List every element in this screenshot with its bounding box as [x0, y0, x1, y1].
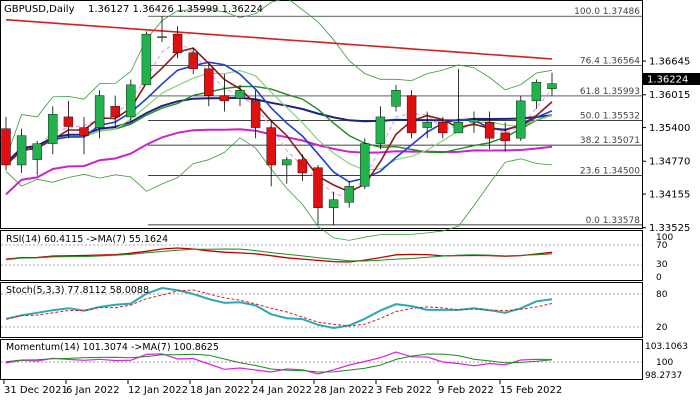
candle-bear	[406, 95, 417, 134]
date-label: 6 Jan 2022	[66, 385, 120, 396]
candle-bull	[422, 122, 432, 128]
ma-magenta	[5, 128, 553, 196]
stoch-title: Stoch(5,3,3) 77.8112 58.0088	[6, 285, 149, 296]
stoch-lines	[1, 286, 642, 330]
ma-red	[5, 18, 553, 60]
momentum-level-100: 100	[656, 358, 673, 368]
candle-bear	[266, 127, 276, 166]
candle-bull	[48, 114, 58, 144]
price-tick-label: 1.35400	[649, 123, 690, 134]
candle-bear	[219, 95, 230, 102]
moving-averages	[5, 18, 553, 199]
candle-bull	[141, 33, 152, 86]
fibonacci-levels: 100.0 1.37486 76.4 1.36564 61.8 1.35993 50.…	[148, 7, 642, 226]
momentum-title: Momentum(14) 101.3074 ->MA(7) 100.8625	[6, 342, 219, 353]
price-axis: 1.36645 1.36015 1.35400 1.34770 1.34155 1.335…	[642, 57, 690, 234]
price-tick-label: 1.33525	[649, 223, 690, 234]
candle-bull	[375, 116, 386, 144]
rsi-pane-frame	[0, 230, 643, 281]
candle-bull	[547, 83, 557, 89]
stoch-level-20: 20	[656, 323, 668, 333]
candle-bull	[469, 119, 479, 123]
current-price-label: 1.36224	[647, 75, 688, 86]
date-label: 24 Jan 2022	[252, 385, 312, 396]
price-tick-label: 1.36645	[649, 57, 690, 68]
candle-bear	[297, 159, 308, 174]
candle-bull	[157, 36, 167, 38]
candle-bear	[172, 33, 183, 54]
price-tick-label: 1.34155	[649, 190, 690, 201]
candle-bull	[531, 81, 542, 102]
candle-bear	[250, 100, 261, 128]
rsi-level-70: 70	[656, 241, 668, 251]
date-label: 12 Jan 2022	[128, 385, 188, 396]
fib-label: 50.0 1.35532	[580, 112, 640, 122]
candle-bear	[204, 68, 214, 96]
rsi-title: RSI(14) 60.4115 ->MA(7) 55.1624	[6, 234, 168, 245]
candle-bear	[79, 127, 89, 136]
momentum-level-high: 103.1063	[645, 342, 688, 352]
candle-bull	[391, 89, 401, 107]
symbol-title: GBPUSD,Daily	[4, 4, 75, 15]
fib-label: 61.8 1.35993	[580, 87, 640, 97]
candle-bear	[484, 122, 495, 139]
candle-bull	[328, 199, 339, 208]
candle-bear	[188, 52, 198, 70]
bollinger-bands	[5, 0, 553, 241]
rsi-ma-line	[5, 248, 553, 262]
candle-bull	[516, 100, 526, 139]
bollinger-lower	[5, 137, 553, 241]
price-tick-label: 1.34770	[649, 157, 690, 168]
candle-bull	[94, 95, 105, 128]
candle-bear	[63, 116, 74, 127]
date-label: 3 Feb 2022	[376, 385, 432, 396]
candle-bear	[438, 122, 448, 134]
candle-bear	[500, 132, 510, 142]
fib-label: 38.2 1.35071	[580, 136, 640, 146]
date-label: 28 Jan 2022	[314, 385, 374, 396]
ohlc-readout: 1.36127 1.36426 1.35999 1.36224	[88, 4, 263, 15]
momentum-pane-frame	[0, 339, 643, 380]
current-price-tag	[643, 73, 700, 85]
rsi-level-0: 0	[656, 273, 662, 283]
candle-bull	[32, 143, 42, 160]
candles	[1, 15, 557, 225]
candle-bull	[453, 122, 464, 134]
candle-bull	[360, 143, 370, 187]
candle-bull	[235, 89, 245, 99]
candle-bull	[16, 135, 27, 166]
bollinger-upper	[5, 0, 553, 159]
stoch-signal-line	[5, 289, 553, 327]
momentum-level-low: 98.2737	[645, 371, 682, 381]
stoch-pane-frame	[0, 282, 643, 338]
candle-bull	[282, 159, 292, 166]
momentum-lines	[1, 351, 642, 375]
fib-label: 76.4 1.36564	[580, 56, 640, 66]
date-label: 31 Dec 2021	[4, 385, 68, 396]
candle-bull	[344, 186, 354, 203]
date-label: 15 Feb 2022	[500, 385, 562, 396]
price-tick-label: 1.36015	[649, 90, 690, 101]
momentum-line	[5, 351, 553, 375]
rsi-line	[5, 247, 553, 263]
rsi-level-100: 100	[656, 233, 673, 243]
candle-bull	[126, 84, 136, 118]
date-label: 9 Feb 2022	[438, 385, 494, 396]
candle-bear	[313, 167, 323, 208]
candle-bear	[110, 106, 120, 118]
stoch-level-80: 80	[656, 290, 668, 300]
momentum-ma-line	[5, 353, 553, 373]
fib-label: 23.6 1.34500	[580, 167, 640, 177]
date-label: 18 Jan 2022	[190, 385, 250, 396]
rsi-lines	[1, 244, 642, 266]
fib-label: 100.0 1.37486	[574, 7, 640, 17]
fib-label: 0.0 1.33578	[586, 216, 641, 226]
rsi-level-30: 30	[656, 260, 668, 270]
candle-bear	[1, 128, 11, 166]
